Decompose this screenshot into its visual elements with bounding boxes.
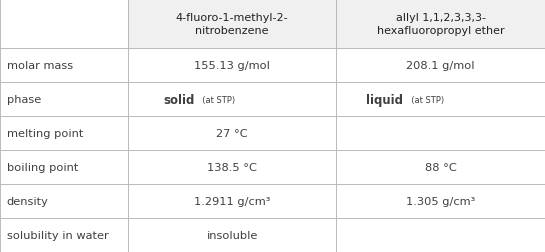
Text: (at STP): (at STP) <box>406 95 444 104</box>
Bar <box>128 117 336 150</box>
Bar <box>336 184 545 218</box>
Text: liquid: liquid <box>366 93 403 106</box>
Bar <box>0 184 128 218</box>
Bar <box>0 150 128 184</box>
Text: density: density <box>7 196 49 206</box>
Bar <box>336 150 545 184</box>
Text: 4-fluoro-1-methyl-2-
nitrobenzene: 4-fluoro-1-methyl-2- nitrobenzene <box>176 13 288 36</box>
Text: insoluble: insoluble <box>207 230 258 240</box>
Bar <box>0 0 128 49</box>
Text: 27 °C: 27 °C <box>216 129 248 139</box>
Text: solid: solid <box>164 93 195 106</box>
Bar <box>0 49 128 83</box>
Text: (at STP): (at STP) <box>197 95 235 104</box>
Text: molar mass: molar mass <box>7 61 72 71</box>
Bar <box>128 218 336 252</box>
Bar <box>128 0 336 49</box>
Text: phase: phase <box>7 95 41 105</box>
Bar <box>128 150 336 184</box>
Text: 88 °C: 88 °C <box>425 163 457 172</box>
Bar <box>128 49 336 83</box>
Bar <box>0 218 128 252</box>
Text: 1.305 g/cm³: 1.305 g/cm³ <box>406 196 475 206</box>
Bar <box>336 83 545 117</box>
Bar <box>336 0 545 49</box>
Bar <box>336 117 545 150</box>
Bar <box>336 49 545 83</box>
Text: allyl 1,1,2,3,3,3-
hexafluoropropyl ether: allyl 1,1,2,3,3,3- hexafluoropropyl ethe… <box>377 13 505 36</box>
Bar <box>0 83 128 117</box>
Bar <box>0 117 128 150</box>
Text: melting point: melting point <box>7 129 83 139</box>
Text: 208.1 g/mol: 208.1 g/mol <box>407 61 475 71</box>
Text: boiling point: boiling point <box>7 163 78 172</box>
Text: 138.5 °C: 138.5 °C <box>207 163 257 172</box>
Text: 1.2911 g/cm³: 1.2911 g/cm³ <box>194 196 270 206</box>
Text: 155.13 g/mol: 155.13 g/mol <box>194 61 270 71</box>
Text: solubility in water: solubility in water <box>7 230 108 240</box>
Bar <box>128 83 336 117</box>
Bar <box>128 184 336 218</box>
Bar <box>336 218 545 252</box>
